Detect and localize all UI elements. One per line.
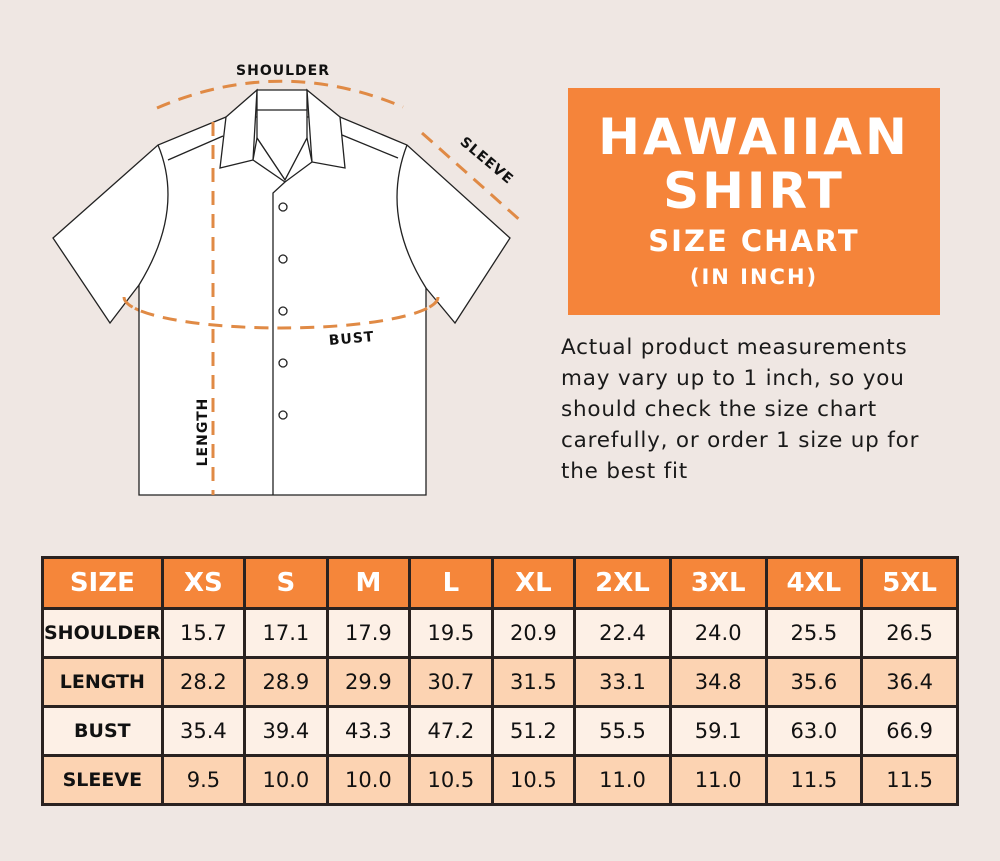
row-label: SLEEVE <box>41 754 164 806</box>
table-row-bust: BUST 35.4 39.4 43.3 47.2 51.2 55.5 59.1 63.0 66.9 <box>41 705 959 757</box>
header-size-4xl: 4XL <box>764 556 864 610</box>
table-cell: 43.3 <box>325 705 412 757</box>
table-cell: 11.5 <box>764 754 864 806</box>
table-row-sleeve: SLEEVE 9.5 10.0 10.0 10.5 10.5 11.0 11.0 11.5 11.… <box>41 754 959 806</box>
table-cell: 10.5 <box>408 754 494 806</box>
table-cell: 10.0 <box>243 754 329 806</box>
table-cell: 25.5 <box>764 607 864 659</box>
shirt-diagram: SHOULDER SLEEVE BUST LENGTH <box>52 63 523 496</box>
header-size-xs: XS <box>160 556 247 610</box>
bust-measure-line <box>122 296 440 330</box>
size-chart-table: SIZE XS S M L XL 2XL 3XL 4XL 5XL SHOULDER 15.7 17.1… <box>41 556 959 806</box>
table-cell: 19.5 <box>408 607 494 659</box>
header-size-l: L <box>408 556 494 610</box>
row-label: SHOULDER <box>41 607 164 659</box>
table-cell: 33.1 <box>573 656 672 708</box>
header-size: SIZE <box>41 556 164 610</box>
title-subtitle: SIZE CHART <box>648 224 860 258</box>
table-cell: 15.7 <box>160 607 247 659</box>
table-cell: 30.7 <box>408 656 494 708</box>
table-cell: 22.4 <box>573 607 672 659</box>
table-row-shoulder: SHOULDER 15.7 17.1 17.9 19.5 20.9 22.4 24.0 25.5… <box>41 607 959 659</box>
table-cell: 51.2 <box>490 705 577 757</box>
table-cell: 66.9 <box>860 705 959 757</box>
header-size-3xl: 3XL <box>668 556 768 610</box>
header-size-2xl: 2XL <box>573 556 672 610</box>
table-cell: 35.6 <box>764 656 864 708</box>
table-cell: 17.9 <box>325 607 412 659</box>
header-size-m: M <box>325 556 412 610</box>
table-cell: 11.0 <box>668 754 768 806</box>
table-cell: 9.5 <box>160 754 247 806</box>
header-size-5xl: 5XL <box>860 556 959 610</box>
table-cell: 55.5 <box>573 705 672 757</box>
row-label: LENGTH <box>41 656 164 708</box>
table-cell: 63.0 <box>764 705 864 757</box>
header-size-s: S <box>243 556 329 610</box>
table-cell: 26.5 <box>860 607 959 659</box>
table-cell: 47.2 <box>408 705 494 757</box>
table-cell: 29.9 <box>325 656 412 708</box>
table-row-length: LENGTH 28.2 28.9 29.9 30.7 31.5 33.1 34.8 35.6 36… <box>41 656 959 708</box>
shoulder-label: SHOULDER <box>236 63 330 79</box>
title-unit: (IN INCH) <box>689 265 819 289</box>
table-cell: 11.5 <box>860 754 959 806</box>
table-cell: 35.4 <box>160 705 247 757</box>
title-line-2: SHIRT <box>663 162 845 220</box>
table-header-row: SIZE XS S M L XL 2XL 3XL 4XL 5XL <box>41 556 959 610</box>
shirt-outline <box>52 88 511 496</box>
table-cell: 10.5 <box>490 754 577 806</box>
header-size-xl: XL <box>490 556 577 610</box>
table-cell: 28.2 <box>160 656 247 708</box>
table-cell: 28.9 <box>243 656 329 708</box>
table-cell: 11.0 <box>573 754 672 806</box>
length-label: LENGTH <box>195 398 211 467</box>
table-cell: 59.1 <box>668 705 768 757</box>
table-cell: 10.0 <box>325 754 412 806</box>
shoulder-measure-line <box>156 79 404 110</box>
title-line-1: HAWAIIAN <box>598 108 910 166</box>
table-cell: 39.4 <box>243 705 329 757</box>
title-box: HAWAIIAN SHIRT SIZE CHART (IN INCH) <box>568 88 940 315</box>
sleeve-label: SLEEVE <box>457 134 517 188</box>
table-cell: 34.8 <box>668 656 768 708</box>
table-cell: 36.4 <box>860 656 959 708</box>
row-label: BUST <box>41 705 164 757</box>
table-cell: 17.1 <box>243 607 329 659</box>
bust-label: BUST <box>328 329 375 349</box>
measurement-note: Actual product measurements may vary up … <box>561 335 920 484</box>
table-cell: 24.0 <box>668 607 768 659</box>
table-cell: 31.5 <box>490 656 577 708</box>
table-cell: 20.9 <box>490 607 577 659</box>
